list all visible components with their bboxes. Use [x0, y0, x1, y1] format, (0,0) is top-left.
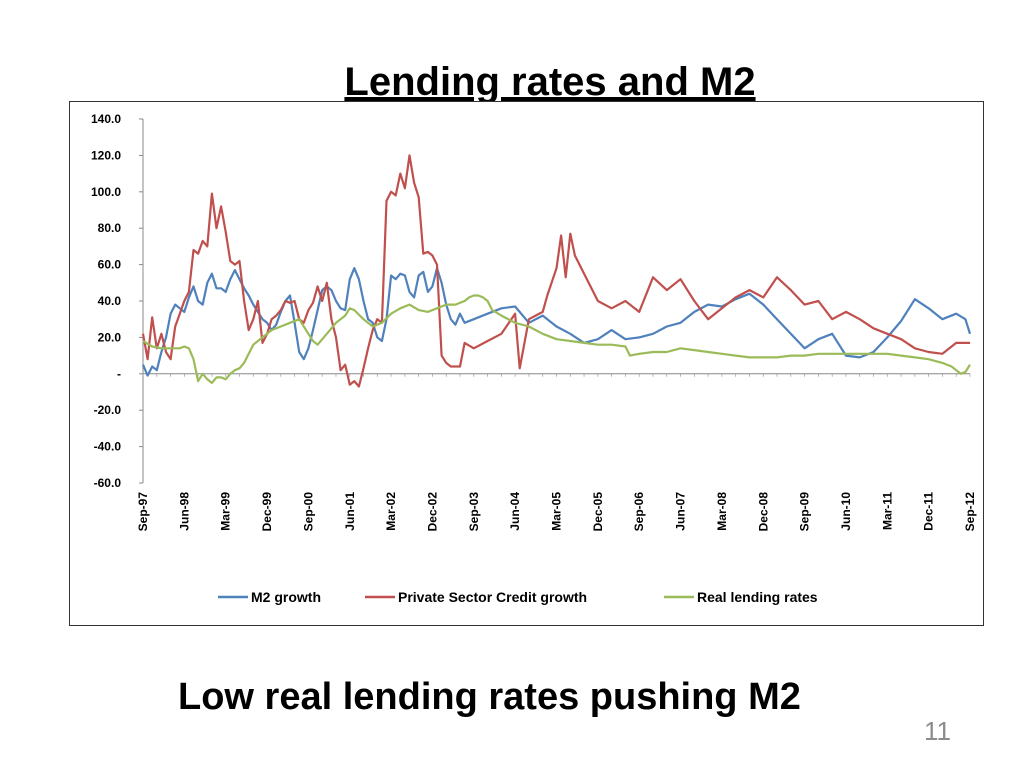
y-tick-label: 100.0 — [91, 185, 121, 199]
y-tick-label: 40.0 — [98, 294, 122, 308]
y-tick-label: 120.0 — [91, 148, 121, 162]
y-tick-label: -20.0 — [94, 403, 122, 417]
slide-caption: Low real lending rates pushing M2 — [178, 676, 801, 718]
x-tick-label: Dec-11 — [922, 492, 936, 531]
legend-label: Private Sector Credit growth — [398, 589, 587, 605]
y-tick-label: -60.0 — [94, 476, 122, 490]
x-tick-label: Jun-10 — [839, 492, 853, 531]
x-tick-label: Jun-04 — [508, 492, 522, 531]
slide-title: Lending rates and M2 — [344, 60, 756, 104]
chart-container: 140.0 120.0 100.0 80.0 60.0 40.0 20.0 - -20.0 -40… — [69, 101, 984, 626]
x-tick-label: Sep-00 — [301, 492, 315, 532]
line-chart: 140.0 120.0 100.0 80.0 60.0 40.0 20.0 - -20.0 -40… — [91, 112, 977, 605]
series-line-0 — [141, 267, 972, 377]
y-tick-label: 60.0 — [98, 258, 122, 272]
y-tick-label: - — [117, 367, 121, 381]
x-tick-label: Jun-01 — [343, 492, 357, 531]
x-tick-label: Mar-99 — [219, 492, 233, 531]
y-tick-label: 80.0 — [98, 221, 122, 235]
x-tick-label: Sep-97 — [136, 492, 150, 532]
x-tick-label: Sep-12 — [963, 492, 977, 532]
x-tick-label: Dec-99 — [260, 492, 274, 532]
x-tick-label: Jun-07 — [674, 492, 688, 531]
legend-label: Real lending rates — [697, 589, 818, 605]
x-tick-label: Mar-05 — [550, 492, 564, 531]
x-tick-label: Mar-08 — [715, 492, 729, 531]
x-tick-label: Dec-02 — [425, 492, 439, 532]
x-tick-label: Mar-11 — [880, 492, 894, 530]
x-tick-label: Sep-03 — [467, 492, 481, 532]
y-tick-label: 20.0 — [98, 330, 122, 344]
series-line-1 — [141, 154, 970, 388]
x-tick-label: Dec-05 — [591, 492, 605, 532]
x-tick-label: Sep-09 — [798, 492, 812, 532]
legend-label: M2 growth — [251, 589, 321, 605]
x-tick-label: Mar-02 — [384, 492, 398, 531]
y-tick-label: -40.0 — [94, 440, 122, 454]
y-tick-label: 140.0 — [91, 112, 121, 126]
series-line-2 — [142, 294, 971, 384]
x-tick-label: Sep-06 — [632, 492, 646, 532]
x-tick-label: Dec-08 — [756, 492, 770, 532]
page-number: 11 — [924, 716, 951, 746]
x-tick-label: Jun-98 — [177, 492, 191, 531]
